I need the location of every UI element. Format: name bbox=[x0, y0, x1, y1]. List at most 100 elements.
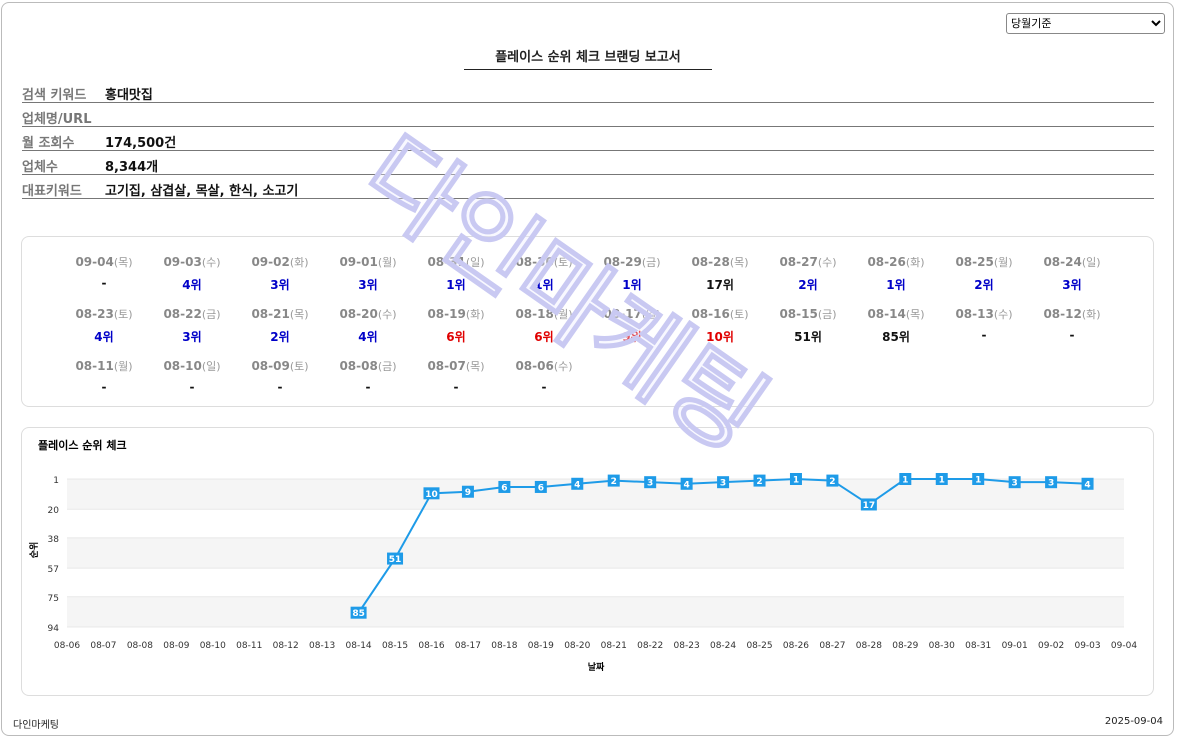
rank-date: 08-17 bbox=[603, 307, 642, 321]
rank-cell: 08-09(토) - bbox=[236, 358, 324, 394]
x-tick-label: 08-09 bbox=[163, 641, 189, 651]
point-label: 4 bbox=[574, 480, 580, 490]
y-axis-label: 순위 bbox=[28, 542, 40, 559]
point-label: 3 bbox=[1048, 479, 1054, 489]
rank-date-line: 08-11(월) bbox=[60, 358, 148, 374]
rank-weekday: (수) bbox=[993, 308, 1013, 321]
rank-date: 08-27 bbox=[779, 255, 818, 269]
rank-date-line: 08-09(토) bbox=[236, 358, 324, 374]
rank-value: 3위 bbox=[182, 330, 202, 344]
rank-date: 08-21 bbox=[251, 307, 290, 321]
rank-date-line: 09-04(목) bbox=[60, 254, 148, 270]
rank-date-line: 08-21(목) bbox=[236, 306, 324, 322]
point-label: 2 bbox=[611, 477, 617, 487]
rank-weekday: (목) bbox=[113, 256, 133, 269]
y-tick-label: 94 bbox=[48, 624, 60, 634]
rank-weekday: (화) bbox=[905, 256, 925, 269]
rank-weekday: (토) bbox=[289, 360, 309, 373]
point-label-box bbox=[972, 473, 985, 485]
rank-date-line: 09-03(수) bbox=[148, 254, 236, 270]
rank-value: - bbox=[101, 380, 107, 394]
rank-weekday: (화) bbox=[1081, 308, 1101, 321]
info-value: 고기집, 삼겹살, 목살, 한식, 소고기 bbox=[105, 184, 299, 199]
rank-date: 08-24 bbox=[1043, 255, 1082, 269]
rank-value: 4위 bbox=[358, 330, 378, 344]
x-tick-label: 08-06 bbox=[54, 641, 80, 651]
rank-cell: 08-26(화) 1위 bbox=[852, 254, 940, 293]
rank-weekday: (금) bbox=[201, 308, 221, 321]
point-label-box bbox=[1045, 476, 1058, 489]
point-label-box bbox=[534, 480, 547, 493]
rank-value: 51위 bbox=[794, 330, 822, 344]
rank-value: 3위 bbox=[1062, 278, 1082, 292]
rank-weekday: (월) bbox=[113, 360, 133, 373]
rank-value: - bbox=[277, 380, 283, 394]
rank-date-line: 08-16(토) bbox=[676, 306, 764, 322]
rank-cell: 08-10(일) - bbox=[148, 358, 236, 394]
rank-date: 08-18 bbox=[515, 307, 554, 321]
rank-date-line: 08-26(화) bbox=[852, 254, 940, 270]
rank-date-line: 08-23(토) bbox=[60, 306, 148, 322]
x-tick-label: 08-08 bbox=[127, 641, 153, 651]
rank-weekday: (화) bbox=[289, 256, 309, 269]
rank-date: 08-29 bbox=[603, 255, 642, 269]
rank-date-line: 08-06(수) bbox=[500, 358, 588, 374]
x-tick-label: 08-07 bbox=[90, 641, 116, 651]
point-label: 2 bbox=[756, 477, 762, 487]
rank-date: 08-13 bbox=[955, 307, 994, 321]
rank-weekday: (월) bbox=[377, 256, 397, 269]
x-tick-label: 09-03 bbox=[1074, 641, 1100, 651]
point-label: 1 bbox=[902, 476, 908, 486]
rank-cell: 08-15(금) 51위 bbox=[764, 306, 852, 345]
rank-date-line: 08-24(일) bbox=[1028, 254, 1116, 270]
period-select[interactable]: 당월기준 bbox=[1006, 13, 1165, 34]
point-label: 2 bbox=[829, 477, 835, 487]
rank-weekday: (토) bbox=[113, 308, 133, 321]
point-label-box bbox=[935, 473, 948, 485]
rank-date: 08-11 bbox=[75, 359, 114, 373]
x-tick-label: 08-16 bbox=[418, 641, 444, 651]
footer-date: 2025-09-04 bbox=[1104, 716, 1163, 727]
info-label: 업체수 bbox=[22, 160, 58, 175]
x-tick-label: 08-14 bbox=[346, 641, 372, 651]
rank-date-line: 08-13(수) bbox=[940, 306, 1028, 322]
point-label-box bbox=[826, 474, 839, 487]
rank-date: 08-23 bbox=[75, 307, 114, 321]
rank-grid: 09-04(목) -09-03(수) 4위 09-02(화) 3위 09-01(월) 3위 0… bbox=[21, 236, 1154, 407]
grid-band bbox=[67, 596, 1124, 627]
rank-weekday: (금) bbox=[641, 256, 661, 269]
x-tick-label: 08-17 bbox=[455, 641, 481, 651]
x-tick-label: 08-19 bbox=[528, 641, 554, 651]
rank-cell: 09-01(월) 3위 bbox=[324, 254, 412, 293]
point-label-box bbox=[423, 487, 440, 500]
rank-date-line: 08-18(월) bbox=[500, 306, 588, 322]
rank-date-line: 08-19(화) bbox=[412, 306, 500, 322]
rank-cell: 08-31(일) 1위 bbox=[412, 254, 500, 293]
rank-cell: 09-04(목) - bbox=[60, 254, 148, 290]
point-label-box bbox=[607, 474, 620, 487]
rank-value: 1위 bbox=[446, 278, 466, 292]
rank-date-line: 09-02(화) bbox=[236, 254, 324, 270]
y-tick-label: 57 bbox=[48, 565, 59, 575]
rank-weekday: (토) bbox=[553, 256, 573, 269]
x-tick-label: 08-11 bbox=[236, 641, 262, 651]
rank-value: 2위 bbox=[974, 278, 994, 292]
rank-cell: 08-29(금) 1위 bbox=[588, 254, 676, 293]
rank-weekday: (화) bbox=[465, 308, 485, 321]
point-label-box bbox=[387, 552, 404, 565]
rank-date-line: 08-30(토) bbox=[500, 254, 588, 270]
info-row: 대표키워드 고기집, 삼겹살, 목살, 한식, 소고기 bbox=[22, 175, 1154, 199]
info-label: 월 조회수 bbox=[22, 136, 75, 151]
point-label-box bbox=[644, 476, 657, 489]
rank-weekday: (일) bbox=[201, 360, 221, 373]
info-value: 홍대맛집 bbox=[105, 88, 153, 103]
rank-weekday: (금) bbox=[817, 308, 837, 321]
rank-value: 17위 bbox=[706, 278, 734, 292]
point-label: 3 bbox=[647, 479, 653, 489]
rank-cell: 08-22(금) 3위 bbox=[148, 306, 236, 345]
point-label-box bbox=[717, 476, 730, 489]
rank-cell: 08-08(금) - bbox=[324, 358, 412, 394]
rank-weekday: (일) bbox=[641, 308, 661, 321]
rank-value: 3위 bbox=[270, 278, 290, 292]
